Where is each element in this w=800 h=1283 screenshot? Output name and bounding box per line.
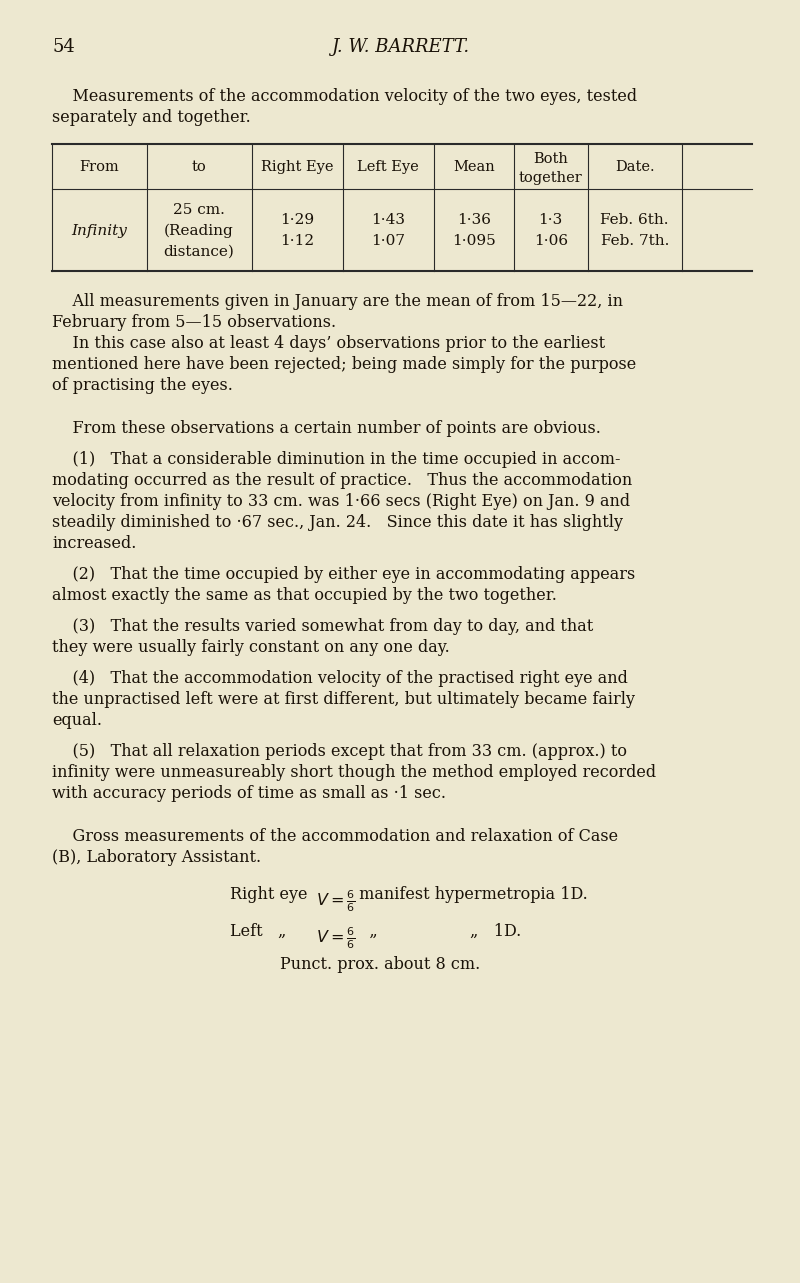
Text: From: From — [79, 160, 119, 173]
Text: (5)   That all relaxation periods except that from 33 cm. (approx.) to: (5) That all relaxation periods except t… — [52, 743, 627, 760]
Text: 1·3: 1·3 — [538, 213, 563, 227]
Text: Left   „: Left „ — [230, 922, 302, 940]
Text: 1·43: 1·43 — [371, 213, 405, 227]
Text: (2)   That the time occupied by either eye in accommodating appears: (2) That the time occupied by either eye… — [52, 566, 635, 582]
Text: velocity from infinity to 33 cm. was 1·66 secs (Right Eye) on Jan. 9 and: velocity from infinity to 33 cm. was 1·6… — [52, 493, 630, 511]
Text: 1·07: 1·07 — [371, 234, 405, 248]
Text: Gross measurements of the accommodation and relaxation of Case: Gross measurements of the accommodation … — [52, 828, 618, 845]
Text: Date.: Date. — [615, 160, 654, 173]
Text: 1·095: 1·095 — [452, 234, 496, 248]
Text: the unpractised left were at first different, but ultimately became fairly: the unpractised left were at first diffe… — [52, 692, 635, 708]
Text: mentioned here have been rejected; being made simply for the purpose: mentioned here have been rejected; being… — [52, 355, 636, 373]
Text: separately and together.: separately and together. — [52, 109, 250, 126]
Text: steadily diminished to ·67 sec., Jan. 24.   Since this date it has slightly: steadily diminished to ·67 sec., Jan. 24… — [52, 514, 623, 531]
Text: Measurements of the accommodation velocity of the two eyes, tested: Measurements of the accommodation veloci… — [52, 89, 637, 105]
Text: (1)   That a considerable diminution in the time occupied in accom-: (1) That a considerable diminution in th… — [52, 452, 621, 468]
Text: equal.: equal. — [52, 712, 102, 729]
Text: with accuracy periods of time as small as ·1 sec.: with accuracy periods of time as small a… — [52, 785, 446, 802]
Text: distance): distance) — [163, 245, 234, 258]
Text: modating occurred as the result of practice.   Thus the accommodation: modating occurred as the result of pract… — [52, 472, 632, 489]
Text: together: together — [519, 171, 582, 185]
Text: increased.: increased. — [52, 535, 136, 552]
Text: Punct. prox. about 8 cm.: Punct. prox. about 8 cm. — [280, 956, 480, 973]
Text: to: to — [192, 160, 206, 173]
Text: Both: Both — [534, 153, 568, 166]
Text: All measurements given in January are the mean of from 15—22, in: All measurements given in January are th… — [52, 293, 623, 310]
Text: $V=\frac{6}{6}$: $V=\frac{6}{6}$ — [316, 925, 356, 951]
Text: (3)   That the results varied somewhat from day to day, and that: (3) That the results varied somewhat fro… — [52, 618, 594, 635]
Text: $V = \frac{6}{6}$: $V = \frac{6}{6}$ — [316, 888, 356, 913]
Text: 1·29: 1·29 — [280, 213, 314, 227]
Text: February from 5—15 observations.: February from 5—15 observations. — [52, 314, 336, 331]
Text: „   1D.: „ 1D. — [470, 922, 522, 940]
Text: they were usually fairly constant on any one day.: they were usually fairly constant on any… — [52, 639, 450, 656]
Text: of practising the eyes.: of practising the eyes. — [52, 377, 233, 394]
Text: 1·06: 1·06 — [534, 234, 568, 248]
Text: Mean: Mean — [453, 160, 494, 173]
Text: infinity were unmeasureably short though the method employed recorded: infinity were unmeasureably short though… — [52, 763, 656, 781]
Text: From these observations a certain number of points are obvious.: From these observations a certain number… — [52, 420, 601, 438]
Text: „: „ — [354, 922, 378, 940]
Text: 1·36: 1·36 — [457, 213, 490, 227]
Text: J. W. BARRETT.: J. W. BARRETT. — [331, 38, 469, 56]
Text: 25 cm.: 25 cm. — [173, 203, 225, 217]
Text: Feb. 6th.: Feb. 6th. — [601, 213, 669, 227]
Text: In this case also at least 4 days’ observations prior to the earliest: In this case also at least 4 days’ obser… — [52, 335, 605, 352]
Text: Infinity: Infinity — [71, 223, 127, 237]
Text: 54: 54 — [52, 38, 74, 56]
Text: (4)   That the accommodation velocity of the practised right eye and: (4) That the accommodation velocity of t… — [52, 670, 628, 686]
Text: Left Eye: Left Eye — [357, 160, 419, 173]
Text: Right Eye: Right Eye — [261, 160, 334, 173]
Text: 1·12: 1·12 — [280, 234, 314, 248]
Text: (B), Laboratory Assistant.: (B), Laboratory Assistant. — [52, 849, 261, 866]
Text: Feb. 7th.: Feb. 7th. — [601, 234, 669, 248]
Text: (Reading: (Reading — [164, 223, 234, 237]
Text: almost exactly the same as that occupied by the two together.: almost exactly the same as that occupied… — [52, 588, 557, 604]
Text: manifest hypermetropia 1D.: manifest hypermetropia 1D. — [354, 887, 588, 903]
Text: Right eye: Right eye — [230, 887, 313, 903]
